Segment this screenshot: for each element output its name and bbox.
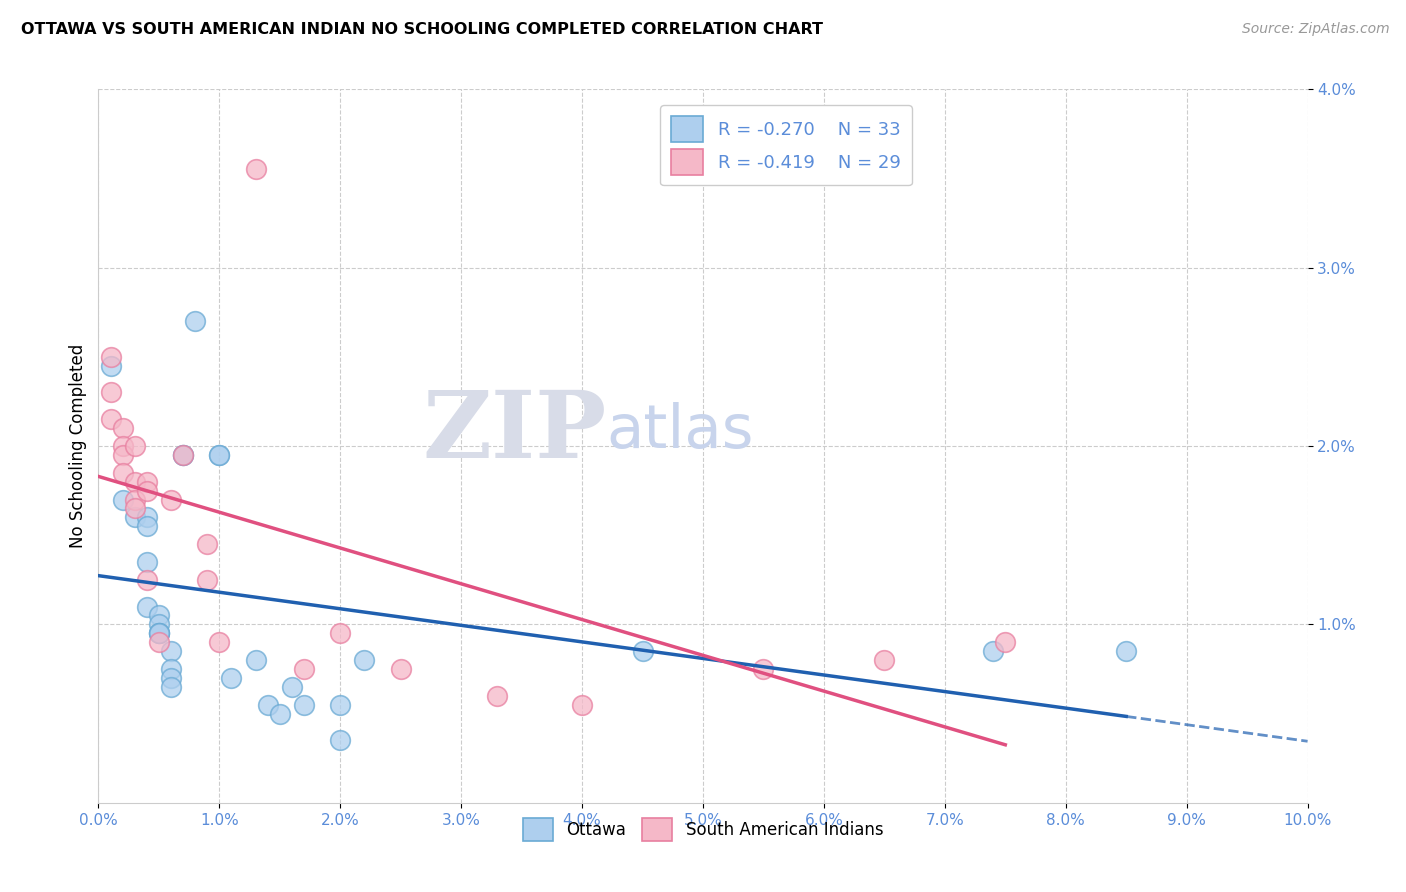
Point: [329, 733, 352, 747]
Point: [389, 662, 412, 676]
Point: [160, 662, 183, 676]
Point: [195, 537, 218, 551]
Point: [208, 448, 231, 462]
Point: [994, 635, 1017, 649]
Point: [148, 617, 170, 632]
Point: [135, 573, 157, 587]
Point: [111, 466, 134, 480]
Point: [148, 635, 170, 649]
Point: [135, 519, 157, 533]
Point: [245, 653, 267, 667]
Point: [111, 492, 134, 507]
Point: [353, 653, 375, 667]
Point: [160, 680, 183, 694]
Point: [281, 680, 304, 694]
Point: [148, 626, 170, 640]
Point: [631, 644, 654, 658]
Point: [135, 475, 157, 489]
Point: [195, 573, 218, 587]
Point: [752, 662, 775, 676]
Point: [571, 698, 593, 712]
Point: [135, 483, 157, 498]
Point: [100, 350, 122, 364]
Point: [208, 635, 231, 649]
Point: [100, 412, 122, 426]
Point: [135, 599, 157, 614]
Point: [135, 555, 157, 569]
Point: [873, 653, 896, 667]
Point: [148, 626, 170, 640]
Text: ZIP: ZIP: [422, 387, 606, 476]
Point: [100, 359, 122, 373]
Point: [292, 662, 315, 676]
Point: [172, 448, 194, 462]
Point: [160, 671, 183, 685]
Point: [486, 689, 509, 703]
Point: [160, 644, 183, 658]
Point: [124, 492, 146, 507]
Point: [124, 475, 146, 489]
Point: [100, 385, 122, 400]
Text: Source: ZipAtlas.com: Source: ZipAtlas.com: [1241, 22, 1389, 37]
Point: [269, 706, 291, 721]
Point: [184, 314, 207, 328]
Legend: Ottawa, South American Indians: Ottawa, South American Indians: [516, 811, 890, 848]
Point: [221, 671, 243, 685]
Point: [172, 448, 194, 462]
Point: [148, 626, 170, 640]
Point: [111, 448, 134, 462]
Point: [1115, 644, 1137, 658]
Text: OTTAWA VS SOUTH AMERICAN INDIAN NO SCHOOLING COMPLETED CORRELATION CHART: OTTAWA VS SOUTH AMERICAN INDIAN NO SCHOO…: [21, 22, 823, 37]
Text: atlas: atlas: [606, 402, 754, 461]
Point: [172, 448, 194, 462]
Point: [208, 448, 231, 462]
Point: [329, 698, 352, 712]
Point: [124, 439, 146, 453]
Point: [111, 421, 134, 435]
Point: [135, 510, 157, 524]
Point: [981, 644, 1004, 658]
Point: [329, 626, 352, 640]
Point: [111, 439, 134, 453]
Point: [124, 501, 146, 516]
Point: [148, 608, 170, 623]
Point: [256, 698, 278, 712]
Point: [292, 698, 315, 712]
Point: [245, 162, 267, 177]
Point: [124, 510, 146, 524]
Y-axis label: No Schooling Completed: No Schooling Completed: [69, 344, 87, 548]
Point: [160, 492, 183, 507]
